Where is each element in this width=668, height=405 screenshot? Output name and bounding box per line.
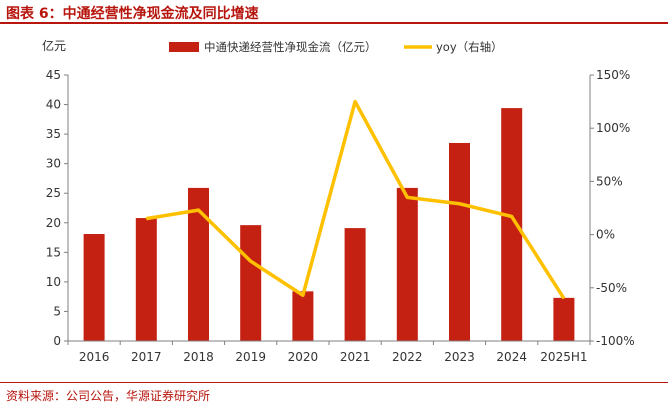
bar-2018: [188, 187, 209, 341]
combo-chart: 亿元 0 5 10 15 20 25 30 35 40 45 -100% -50% 0% 50% 100% 1…: [42, 38, 635, 364]
bar-series: [83, 108, 575, 341]
line-series: [145, 99, 566, 300]
chart-title: 图表 6：中通经营性净现金流及同比增速: [6, 6, 259, 22]
left-axis: 亿元 0 5 10 15 20 25 30 35 40 45: [42, 38, 69, 348]
left-axis-unit-label: 亿元: [42, 38, 66, 53]
right-axis: -100% -50% 0% 50% 100% 150%: [589, 68, 635, 348]
x-axis-tick-label: 2019: [235, 350, 266, 364]
legend: 中通快递经营性净现金流（亿元） yoy（右轴）: [169, 40, 503, 54]
bar-2019: [240, 225, 262, 341]
right-axis-tick-label: -100%: [596, 334, 635, 348]
left-axis-tick-label: 45: [46, 68, 61, 82]
yoy-point-2024: [511, 216, 513, 218]
x-axis-tick-label: 2020: [288, 350, 319, 364]
left-axis-tick-label: 20: [46, 216, 61, 230]
bar-2024: [501, 108, 523, 341]
yoy-point-2023: [459, 203, 460, 205]
legend-swatch-bar: [169, 42, 199, 52]
bar-2016: [83, 234, 105, 341]
left-axis-tick-label: 35: [46, 127, 61, 141]
bar-2020: [292, 291, 314, 341]
x-axis-tick-label: 2021: [340, 350, 371, 364]
source-note: 资料来源：公司公告，华源证券研究所: [6, 389, 211, 403]
bar-2025H1: [553, 297, 575, 341]
right-axis-tick-label: 50%: [596, 174, 623, 188]
right-axis-tick-label: 0%: [596, 228, 615, 242]
yoy-point-2022: [406, 196, 408, 198]
x-axis-tick-label: 2023: [444, 350, 475, 364]
legend-label-line: yoy（右轴）: [436, 40, 503, 54]
x-axis-tick-label: 2017: [131, 350, 162, 364]
legend-label-bar: 中通快递经营性净现金流（亿元）: [204, 40, 377, 54]
right-axis-tick-label: -50%: [596, 281, 627, 295]
yoy-point-2018: [198, 209, 199, 211]
yoy-point-2017: [145, 218, 147, 220]
left-axis-tick-label: 25: [46, 186, 61, 200]
title-divider: [0, 22, 668, 24]
bar-2017: [135, 218, 157, 341]
yoy-point-2019: [250, 260, 252, 262]
x-axis-tick-label: 2016: [79, 350, 110, 364]
bar-2021: [344, 228, 366, 341]
x-axis-tick-label: 2018: [183, 350, 214, 364]
left-axis-tick-label: 15: [46, 245, 61, 259]
x-axis-tick-label: 2022: [392, 350, 423, 364]
right-axis-tick-label: 150%: [596, 68, 630, 82]
left-axis-tick-label: 30: [46, 157, 61, 171]
yoy-point-2021: [354, 101, 356, 103]
left-axis-tick-label: 5: [53, 304, 61, 318]
x-axis-tick-label: 2024: [496, 350, 527, 364]
bar-2023: [449, 142, 470, 341]
yoy-point-2020: [302, 294, 304, 296]
bar-2022: [396, 187, 418, 341]
left-axis-tick-label: 0: [53, 334, 61, 348]
x-axis-tick-label: 2025H1: [540, 350, 587, 364]
x-axis: 2016 2017 2018 2019 2020 2021 2022 2023 2024 2025…: [67, 340, 591, 364]
source-divider: [0, 382, 668, 383]
right-axis-tick-label: 100%: [596, 121, 630, 135]
yoy-point-2025H1: [563, 297, 565, 299]
left-axis-tick-label: 10: [46, 275, 61, 289]
left-axis-tick-label: 40: [46, 98, 61, 112]
